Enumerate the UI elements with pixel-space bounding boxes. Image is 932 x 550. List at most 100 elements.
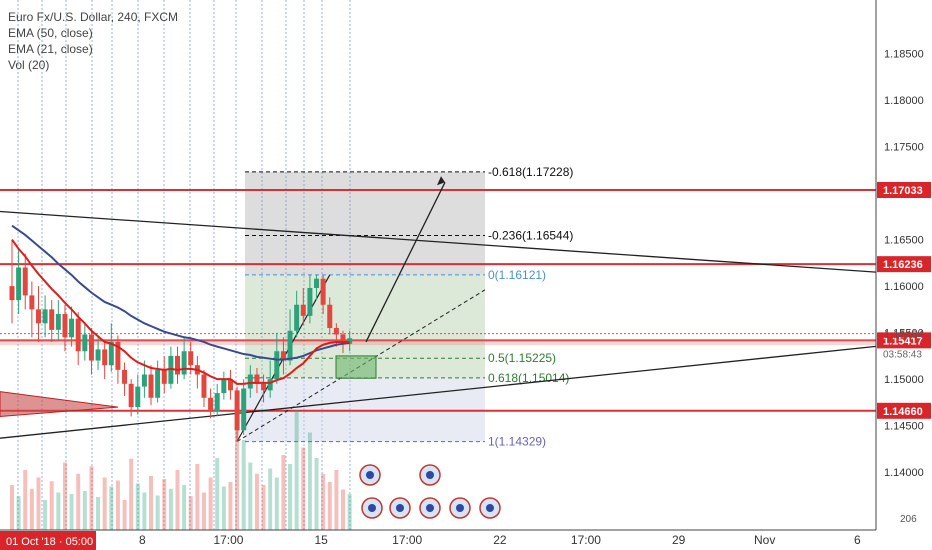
candle-body	[307, 287, 313, 316]
candle-body	[35, 309, 41, 324]
ema21-line	[11, 239, 350, 385]
volume-bar	[69, 494, 74, 530]
time-tick-label: Nov	[754, 533, 775, 547]
candle-body	[221, 379, 227, 394]
volume-bar	[89, 466, 94, 530]
price-tick-label: 1.18000	[884, 95, 924, 107]
candle-body	[280, 351, 286, 361]
price-marker	[877, 332, 931, 349]
price-marker-label: 1.17033	[883, 185, 923, 197]
candle-body	[287, 330, 293, 361]
volume-bar	[208, 477, 213, 530]
candle-body	[294, 304, 300, 331]
legend-volume[interactable]: Vol (20)	[8, 58, 50, 72]
candle-body	[274, 351, 280, 380]
volume-bar	[135, 483, 140, 530]
candle-body	[261, 383, 267, 391]
candle-body	[161, 369, 167, 384]
flag-dot	[366, 471, 374, 479]
candle-body	[241, 388, 247, 431]
price-marker	[877, 256, 931, 273]
volume-bar	[149, 476, 154, 530]
price-tick-label: 1.14500	[884, 421, 924, 433]
flag-dot	[486, 504, 494, 512]
candle-body	[88, 334, 94, 361]
price-tick-label: 1.14000	[884, 467, 924, 479]
candle-body	[49, 309, 55, 330]
candle-body	[247, 374, 253, 389]
volume-bar	[241, 440, 246, 530]
legend-ema21[interactable]: EMA (21, close)	[8, 42, 93, 56]
flag-dot	[426, 471, 434, 479]
volume-bar	[228, 482, 233, 530]
chart-title: Euro Fx/U.S. Dollar, 240, FXCM	[8, 10, 179, 24]
time-tick-label: 6	[854, 533, 861, 547]
volume-bar	[268, 468, 273, 530]
partial-price-label: 1.15484	[884, 329, 924, 341]
price-marker-label: 1.16236	[883, 259, 923, 271]
fib-zone-upper	[245, 171, 485, 275]
candle-body	[102, 349, 108, 366]
volume-bar	[43, 500, 48, 530]
volume-bar	[129, 458, 134, 530]
candle-body	[115, 341, 121, 370]
volume-value-label: 206	[900, 514, 917, 525]
lower-trendline	[0, 345, 877, 439]
chart-legend: Euro Fx/U.S. Dollar, 240, FXCM EMA (50, …	[8, 9, 178, 73]
fib-level-label: 0.618(1.15014)	[488, 371, 569, 385]
candle-body	[208, 397, 214, 412]
volume-bar	[254, 473, 259, 530]
time-marker-label: 01 Oct '18 · 05:00	[6, 536, 93, 548]
time-tick-label: 29	[672, 533, 686, 547]
volume-bar	[221, 486, 226, 530]
volume-bar	[56, 492, 61, 530]
candle-body	[62, 314, 68, 338]
volume-bar	[162, 479, 167, 530]
price-axis-background	[876, 0, 932, 550]
volume-bar	[188, 496, 193, 530]
time-tick-label: 8	[139, 533, 146, 547]
time-marker	[0, 531, 96, 550]
candle-body	[300, 304, 306, 316]
legend-ema50[interactable]: EMA (50, close)	[8, 26, 93, 40]
fib-level-label: -0.236(1.16544)	[488, 229, 573, 243]
time-tick-label: 17:00	[392, 533, 422, 547]
candle-body	[75, 318, 81, 352]
candle-body	[128, 383, 134, 408]
candle-body	[267, 379, 273, 391]
volume-bar	[195, 464, 200, 530]
volume-bar	[301, 447, 306, 530]
volume-bar	[76, 473, 81, 530]
candle-body	[9, 286, 15, 301]
price-tick-label: 1.17500	[884, 142, 924, 154]
flag-dot	[426, 504, 434, 512]
candle-body	[327, 304, 333, 328]
candle-body	[320, 278, 326, 305]
volume-bar	[115, 480, 120, 530]
volume-bar	[261, 485, 266, 530]
volume-bar	[102, 477, 107, 530]
pattern-triangle	[0, 391, 119, 418]
candle-body	[181, 351, 187, 375]
volume-bar	[235, 425, 240, 530]
forecast-arrowhead	[437, 176, 445, 186]
volume-bar	[155, 495, 160, 530]
volume-bar	[307, 432, 312, 530]
candle-body	[201, 374, 207, 398]
volume-bar	[248, 462, 253, 530]
fib-level-label: 1(1.14329)	[488, 435, 546, 449]
volume-bar	[327, 482, 332, 530]
time-tick-label: 17:00	[213, 533, 243, 547]
candle-body	[108, 341, 114, 366]
candle-body	[175, 355, 180, 375]
volume-bar	[62, 462, 67, 530]
candle-body	[122, 369, 128, 384]
volume-bar	[122, 500, 127, 530]
time-tick-label: 22	[493, 533, 507, 547]
price-marker	[877, 402, 931, 419]
time-tick-label: 15	[314, 533, 328, 547]
price-tick-label: 1.16500	[884, 235, 924, 247]
candle-body	[135, 386, 141, 408]
candle-body	[148, 374, 154, 398]
